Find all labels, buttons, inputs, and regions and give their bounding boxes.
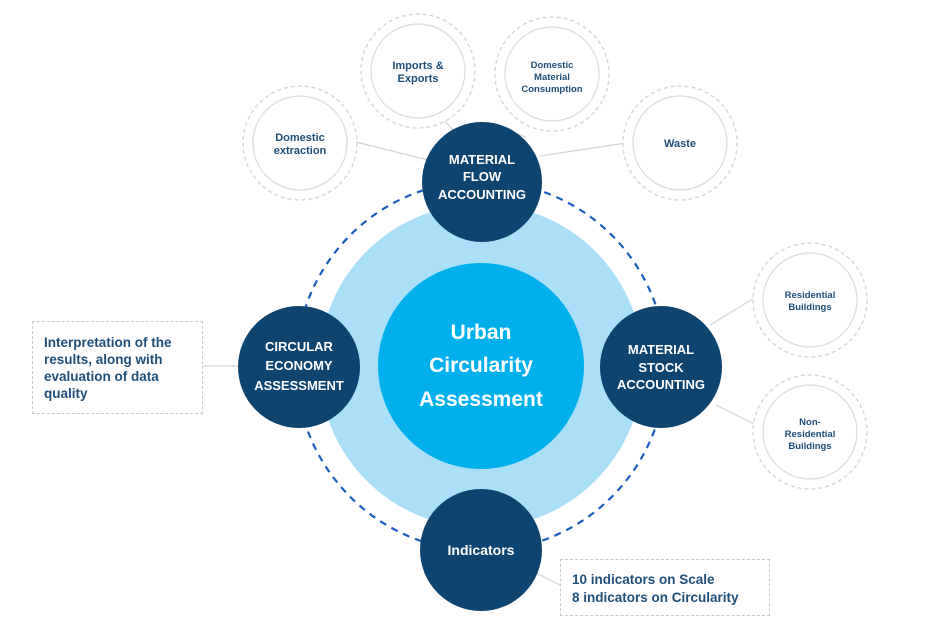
- connector-non-residential: [715, 404, 757, 426]
- connector-residential: [709, 296, 757, 326]
- indicators-info-note: 10 indicators on Scale 8 indicators on C…: [560, 559, 770, 616]
- center-title-line-2: Circularity: [429, 354, 533, 377]
- hub-material-stock-accounting: [600, 306, 722, 428]
- hub-indicators: [420, 489, 542, 611]
- hub-msa-line-1: MATERIAL: [628, 342, 694, 357]
- satellite-residential: [762, 252, 858, 348]
- hub-msa-line-3: ACCOUNTING: [617, 377, 705, 392]
- hub-mfa-line-1: MATERIAL: [449, 152, 515, 167]
- sat-non-residential-line-2: Residential: [785, 429, 836, 440]
- hub-msa-line-2: STOCK: [638, 360, 684, 375]
- hub-cea-line-3: ASSESSMENT: [254, 378, 344, 393]
- interpretation-line-1: Interpretation of the: [44, 335, 172, 350]
- hub-cea-line-2: ECONOMY: [265, 358, 333, 373]
- sat-dmc-line-1: Domestic: [531, 60, 574, 71]
- connector-waste: [539, 142, 627, 157]
- sat-non-residential-line-1: Non-: [799, 417, 821, 428]
- sat-imports-exports-line-1: Imports &: [392, 60, 443, 72]
- sat-waste-label: Waste: [664, 138, 696, 150]
- sat-residential-line-2: Buildings: [788, 302, 831, 313]
- center-title-line-3: Assessment: [419, 388, 543, 411]
- sat-residential-line-1: Residential: [785, 290, 836, 301]
- indicators-info-line-1: 10 indicators on Scale: [572, 572, 715, 587]
- hub-mfa-line-2: FLOW: [463, 169, 502, 184]
- satellite-non-residential: [762, 384, 858, 480]
- interpretation-line-2: results, along with: [44, 352, 163, 367]
- sat-non-residential-line-3: Buildings: [788, 441, 831, 452]
- hub-material-flow-accounting: [422, 122, 542, 242]
- interpretation-line-3: evaluation of data: [44, 369, 159, 384]
- hub-circular-economy-assessment: [238, 306, 360, 428]
- connector-domestic-extraction: [355, 141, 429, 161]
- interpretation-line-4: quality: [44, 386, 88, 401]
- satellite-imports-exports: [370, 23, 466, 119]
- sat-domestic-extraction-line-2: extraction: [274, 145, 327, 157]
- center-title-line-1: Urban: [451, 321, 512, 344]
- interpretation-note: Interpretation of the results, along wit…: [32, 321, 203, 414]
- sat-imports-exports-line-2: Exports: [398, 73, 439, 85]
- hub-cea-line-1: CIRCULAR: [265, 339, 333, 354]
- sat-dmc-line-3: Consumption: [521, 84, 582, 95]
- center-circle: [378, 263, 584, 469]
- hub-indicators-label: Indicators: [448, 542, 515, 558]
- indicators-info-line-2: 8 indicators on Circularity: [572, 590, 739, 605]
- satellite-dmc: [504, 26, 600, 122]
- satellite-domestic-extraction: [252, 95, 348, 191]
- hub-mfa-line-3: ACCOUNTING: [438, 187, 526, 202]
- satellite-waste: [632, 95, 728, 191]
- sat-domestic-extraction-line-1: Domestic: [275, 132, 325, 144]
- connector-lines: [203, 117, 757, 586]
- sat-dmc-line-2: Material: [534, 72, 570, 83]
